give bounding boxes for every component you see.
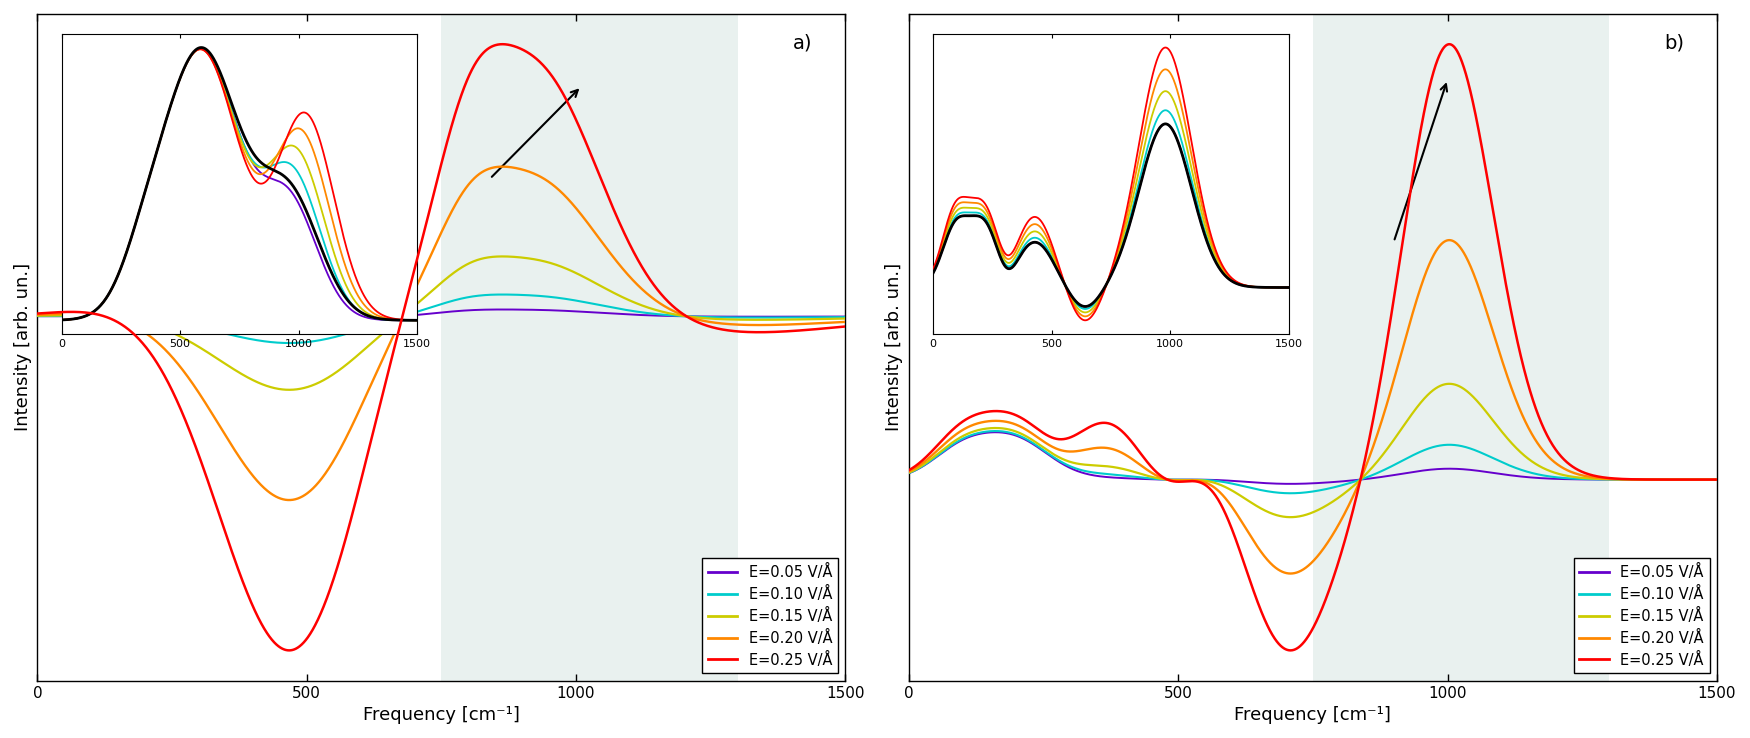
Legend: E=0.05 V/Å, E=0.10 V/Å, E=0.15 V/Å, E=0.20 V/Å, E=0.25 V/Å: E=0.05 V/Å, E=0.10 V/Å, E=0.15 V/Å, E=0.… [702,559,838,673]
Y-axis label: Intensity [arb. un.]: Intensity [arb. un.] [14,263,31,431]
Bar [1312,14,1610,680]
Text: b): b) [1664,34,1684,53]
Legend: E=0.05 V/Å, E=0.10 V/Å, E=0.15 V/Å, E=0.20 V/Å, E=0.25 V/Å: E=0.05 V/Å, E=0.10 V/Å, E=0.15 V/Å, E=0.… [1573,559,1710,673]
Bar [441,14,737,680]
X-axis label: Frequency [cm⁻¹]: Frequency [cm⁻¹] [362,706,520,724]
Y-axis label: Intensity [arb. un.]: Intensity [arb. un.] [886,263,903,431]
Text: a): a) [793,34,812,53]
X-axis label: Frequency [cm⁻¹]: Frequency [cm⁻¹] [1234,706,1391,724]
